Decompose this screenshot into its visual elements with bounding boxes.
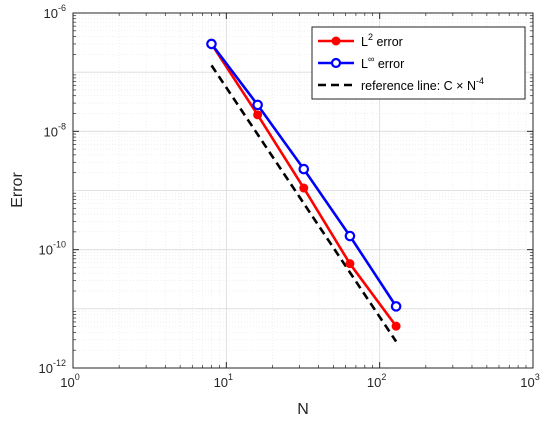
y-tick-label: 10-6 <box>44 3 66 21</box>
series-0-point <box>253 110 263 120</box>
x-axis-label: N <box>297 401 309 418</box>
y-tick-label: 10-10 <box>39 240 66 258</box>
legend-label-2: reference line: C × N-4 <box>361 76 484 93</box>
series-1-point <box>390 301 402 312</box>
x-tick-label: 103 <box>520 372 539 390</box>
y-tick-label: 10-12 <box>39 358 66 376</box>
legend-marker-0 <box>331 36 341 46</box>
series-1-point <box>344 230 356 242</box>
x-tick-label: 101 <box>214 372 233 390</box>
series-0-point <box>391 321 401 331</box>
x-tick-label: 100 <box>60 372 79 390</box>
y-axis-label: Error <box>9 172 26 208</box>
legend-label-0: L2 error <box>361 32 403 49</box>
x-tick-labels: 100 101 102 103 <box>60 372 539 390</box>
series-line-2 <box>210 64 398 343</box>
x-tick-label: 102 <box>367 372 386 390</box>
series-1-point <box>298 163 310 175</box>
series-1-point <box>252 99 263 111</box>
series-0-point <box>345 259 355 269</box>
legend-marker-1 <box>330 57 342 69</box>
tick-marks <box>72 12 534 369</box>
legend-label-1: L∞ error <box>361 54 404 71</box>
y-tick-label: 10-8 <box>44 121 66 139</box>
legend: L2 error L∞ error reference line: C × N-4 <box>311 26 526 100</box>
series-layer <box>206 38 402 343</box>
y-tick-labels: 10-12 10-10 10-8 10-6 <box>39 3 66 376</box>
series-0-point <box>299 183 309 193</box>
series-1-point <box>206 38 217 50</box>
plot-frame <box>72 12 534 369</box>
